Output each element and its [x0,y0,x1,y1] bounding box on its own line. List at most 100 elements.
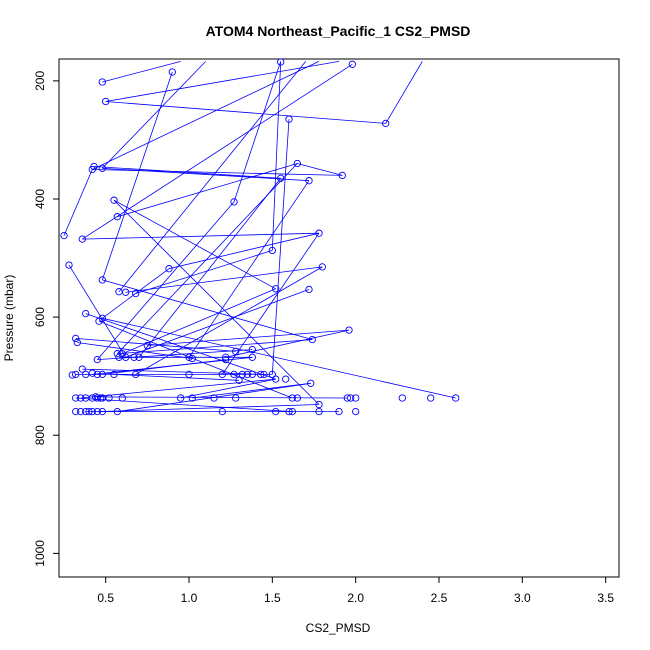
data-point [305,285,313,294]
series-segment [118,61,307,292]
data-point [352,394,360,402]
data-point [77,394,85,402]
series-segment [75,397,293,412]
data-point [135,353,143,361]
data-point [230,370,238,379]
data-point [272,407,280,416]
series-segment [188,180,310,358]
y-axis-label: Pressure (mbar) [2,275,16,362]
data-point [98,407,106,416]
data-point [113,407,121,416]
data-point [113,350,121,358]
data-point [343,394,351,402]
data-point [218,370,226,379]
series-segment [122,288,276,355]
series-segment [117,382,311,412]
data-point [347,394,355,402]
y-tick-label: 400 [33,189,47,209]
series-segment [82,232,320,240]
series-segment [138,178,282,358]
data-point [102,97,110,106]
series-segment [125,266,323,293]
data-point [168,68,176,76]
data-point [230,198,238,206]
data-point [165,265,173,273]
series-segment [102,167,310,182]
data-point [348,60,356,68]
data-point [288,394,296,402]
series-segment [117,163,298,218]
data-point [272,285,280,293]
series-segment [95,396,348,399]
data-point [98,164,106,172]
data-point [90,162,98,171]
series-segment [113,374,240,381]
series-segment [221,232,320,375]
data-point [105,394,113,402]
series-segment [113,199,276,290]
series-segment [93,166,281,179]
data-point [318,263,326,271]
data-point [268,246,276,255]
data-point [118,350,126,358]
series-segment [85,313,276,380]
series-segment [297,163,343,176]
data-point [177,394,185,402]
data-point [277,58,285,66]
data-point [132,289,140,298]
data-point [115,288,123,296]
data-point [132,370,140,379]
data-point [185,370,193,379]
data-point [110,370,118,379]
data-point [98,370,106,379]
data-point [345,326,353,334]
plot-frame [58,58,620,578]
data-point [315,229,323,237]
y-axis: 200 400 600 800 1000 [33,71,59,567]
x-tick-label: 3.5 [597,591,614,605]
series-segment [97,349,253,360]
series-segment [233,61,282,203]
data-point [95,317,103,325]
data-point [88,394,96,402]
data-point [97,394,105,402]
data-point [98,276,106,284]
data-point [93,394,101,402]
data-point [188,354,196,363]
data-point [65,261,73,269]
data-point [232,347,240,356]
data-point [235,376,243,384]
data-point [260,370,268,379]
data-point [143,341,151,350]
y-tick-label: 800 [33,425,47,445]
series-segment [105,101,386,124]
series-segment [101,71,173,281]
series-segment [82,63,353,240]
chart-title: ATOM4 Northeast_Pacific_1 CS2_PMSD [206,23,471,39]
data-point [222,355,230,364]
series-points [60,58,460,416]
data-point [232,394,240,402]
series-segment [92,61,320,170]
data-point [73,338,81,347]
series-segment [102,279,313,340]
data-point [238,370,246,379]
data-point [277,174,285,182]
data-point [268,370,276,379]
data-point [307,379,315,387]
y-tick-label: 200 [33,71,47,91]
data-point [72,394,80,402]
x-tick-label: 0.5 [97,591,114,605]
series-segment [80,378,276,399]
x-tick-label: 2.0 [347,591,364,605]
data-point [282,375,290,383]
series-segment [102,268,170,319]
data-point [78,235,86,243]
series-segment [271,119,290,375]
data-point [110,196,118,204]
data-point [382,119,390,128]
data-point [248,370,256,379]
x-tick-label: 1.0 [181,591,198,605]
data-point [88,407,96,416]
